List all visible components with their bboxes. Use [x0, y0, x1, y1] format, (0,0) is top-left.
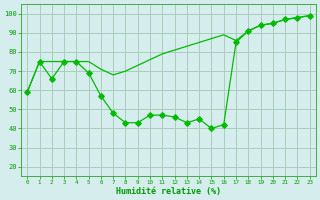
- X-axis label: Humidité relative (%): Humidité relative (%): [116, 187, 221, 196]
